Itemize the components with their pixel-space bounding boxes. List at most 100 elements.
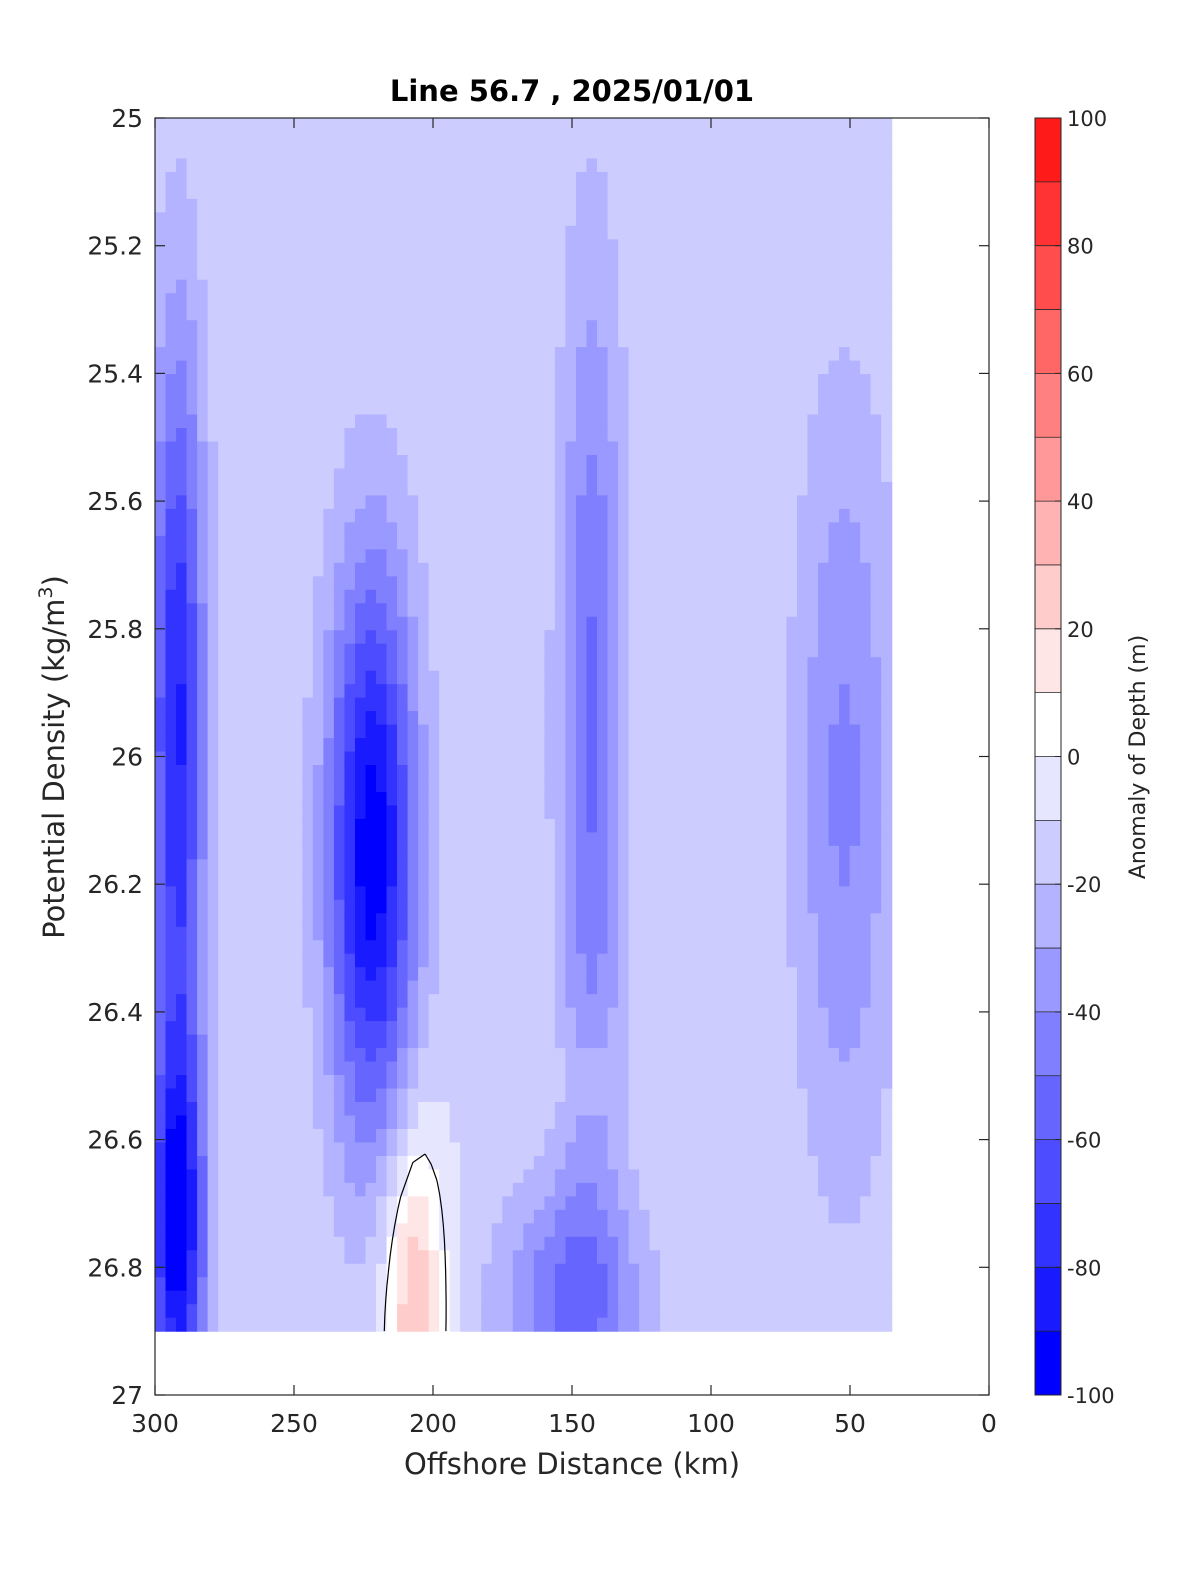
field-cell [354,1034,367,1049]
field-cell [723,1290,735,1305]
field-cell [407,940,419,955]
field-cell [155,1169,167,1184]
field-cell [618,185,630,200]
field-cell [439,751,451,766]
field-cell [481,522,493,537]
field-cell [628,657,640,672]
field-cell [565,751,577,766]
field-cell [197,225,209,240]
field-cell [407,428,419,443]
field-cell [544,994,556,1009]
field-cell [165,791,177,807]
field-cell [312,589,324,604]
field-cell [502,1021,514,1036]
field-cell [586,306,598,321]
field-cell [544,1236,556,1251]
field-cell [639,845,651,860]
field-cell [397,1223,409,1238]
field-cell [554,158,567,173]
field-cell [270,360,282,375]
field-cell [428,198,440,213]
field-cell [197,859,209,874]
field-cell [712,1007,724,1022]
field-cell [197,1155,209,1170]
field-cell [428,428,440,443]
field-cell [249,576,261,591]
field-cell [218,1169,230,1184]
field-cell [239,441,251,456]
field-cell [323,1048,335,1063]
field-cell [407,1115,419,1130]
field-cell [376,185,388,200]
field-cell [197,940,209,955]
field-cell [439,576,451,591]
field-cell [228,1007,240,1022]
field-cell [481,1196,493,1211]
field-cell [681,1263,693,1278]
field-cell [502,1317,514,1332]
field-cell [155,657,167,672]
field-cell [449,266,461,281]
field-cell [354,239,367,254]
field-cell [207,468,219,483]
field-cell [481,1048,493,1063]
field-cell [218,845,230,860]
field-cell [270,333,282,348]
field-cell [470,1061,482,1076]
field-cell [628,724,640,739]
field-cell [491,239,503,254]
field-cell [218,670,230,685]
field-cell [354,468,367,483]
field-cell [155,603,167,618]
field-cell [249,1007,261,1022]
field-cell [418,1102,430,1117]
field-cell [386,535,398,550]
field-cell [397,1075,409,1090]
field-cell [470,387,482,402]
field-cell [702,144,714,160]
field-cell [281,279,293,294]
field-cell [660,576,672,591]
field-cell [218,293,230,308]
field-cell [449,562,461,577]
field-cell [502,428,514,443]
field-cell [597,1021,609,1036]
field-cell [344,1034,356,1049]
field-cell [523,697,535,712]
field-cell [249,387,261,402]
field-cell [502,913,514,928]
field-cell [460,738,472,753]
field-cell [681,697,693,712]
field-cell [491,953,503,968]
field-cell [165,185,177,200]
field-cell [260,468,272,483]
field-cell [207,616,219,631]
field-cell [533,171,545,186]
field-cell [712,481,724,497]
field-cell [575,293,588,308]
field-cell [228,198,240,213]
field-cell [597,576,609,591]
field-cell [365,630,377,645]
field-cell [239,832,251,847]
field-cell [670,1317,682,1332]
field-cell [186,1115,198,1130]
field-cell [670,980,682,995]
field-cell [176,953,188,968]
field-cell [249,643,261,658]
field-cell [302,953,314,968]
field-cell [376,1290,388,1305]
field-cell [712,603,724,618]
field-cell [207,185,219,200]
field-cell [544,1075,556,1090]
field-cell [239,414,251,429]
field-cell [186,1007,198,1022]
field-cell [176,1209,188,1224]
field-cell [207,1075,219,1090]
field-cell [249,468,261,483]
field-cell [344,131,356,146]
field-cell [155,697,167,712]
field-cell [354,185,367,200]
field-cell [281,131,293,146]
field-cell [481,1007,493,1022]
